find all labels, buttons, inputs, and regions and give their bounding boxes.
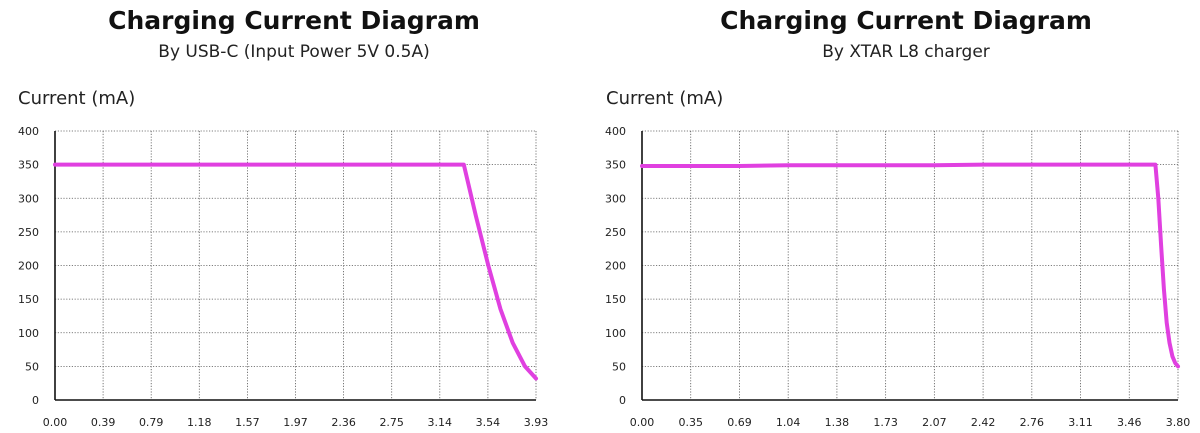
x-tick-label: 0.00 <box>43 416 68 429</box>
x-tick-label: 2.07 <box>922 416 947 429</box>
x-tick-label: 3.93 <box>524 416 549 429</box>
x-tick-label: 1.57 <box>235 416 260 429</box>
x-tick-label: 1.73 <box>873 416 898 429</box>
current-series-line <box>640 162 1180 369</box>
y-tick-label: 250 <box>18 226 39 239</box>
x-tick-label: 3.80 <box>1166 416 1191 429</box>
y-tick-label: 50 <box>612 360 626 373</box>
x-tick-label: 1.04 <box>776 416 801 429</box>
x-tick-label: 2.76 <box>1020 416 1044 429</box>
x-tick-label: 3.14 <box>428 416 453 429</box>
y-tick-label: 100 <box>18 327 39 340</box>
y-axis-label: Current (mA) <box>18 88 136 109</box>
x-tick-label: 3.46 <box>1117 416 1142 429</box>
line-chart-usb-c: 0 50 100 150 200 250 300 350 400 0.00 0.39 0.79 1.18… <box>18 125 549 429</box>
y-tick-label: 150 <box>18 293 39 306</box>
x-tick-label: 1.97 <box>283 416 308 429</box>
y-tick-label: 0 <box>32 394 39 407</box>
y-tick-label: 400 <box>605 125 626 138</box>
current-series-line <box>53 162 538 381</box>
x-tick-label: 2.75 <box>379 416 404 429</box>
y-tick-label: 100 <box>605 327 626 340</box>
x-tick-label: 0.69 <box>727 416 752 429</box>
y-tick-label: 0 <box>619 394 626 407</box>
chart-title: Charging Current Diagram <box>720 6 1092 35</box>
x-tick-label: 0.35 <box>678 416 703 429</box>
y-axis-label: Current (mA) <box>606 88 724 109</box>
y-tick-label: 350 <box>18 159 39 172</box>
x-tick-label: 3.11 <box>1068 416 1093 429</box>
chart-panel-usb-c: Charging Current Diagram By USB-C (Input… <box>18 6 549 429</box>
x-tick-label: 2.36 <box>331 416 356 429</box>
y-tick-label: 400 <box>18 125 39 138</box>
chart-subtitle: By USB-C (Input Power 5V 0.5A) <box>158 42 430 62</box>
chart-panel-xtar-l8: Charging Current Diagram By XTAR L8 char… <box>600 0 1200 433</box>
x-tick-label: 1.18 <box>187 416 212 429</box>
y-tick-label: 200 <box>18 260 39 273</box>
x-tick-label: 3.54 <box>476 416 501 429</box>
y-tick-label: 350 <box>605 159 626 172</box>
y-tick-label: 50 <box>25 360 39 373</box>
y-tick-label: 300 <box>18 192 39 205</box>
y-tick-label: 200 <box>605 260 626 273</box>
x-tick-label: 1.38 <box>825 416 850 429</box>
chart-title: Charging Current Diagram <box>108 6 480 35</box>
x-tick-label: 0.00 <box>630 416 655 429</box>
y-tick-label: 300 <box>605 192 626 205</box>
y-tick-label: 150 <box>605 293 626 306</box>
chart-subtitle: By XTAR L8 charger <box>822 42 990 62</box>
x-tick-label: 0.39 <box>91 416 116 429</box>
y-tick-label: 250 <box>605 226 626 239</box>
x-tick-label: 0.79 <box>139 416 164 429</box>
line-chart-xtar-l8: 0 50 100 150 200 250 300 350 400 0.00 0.35 0.69 1.04… <box>605 125 1191 429</box>
x-tick-label: 2.42 <box>971 416 996 429</box>
